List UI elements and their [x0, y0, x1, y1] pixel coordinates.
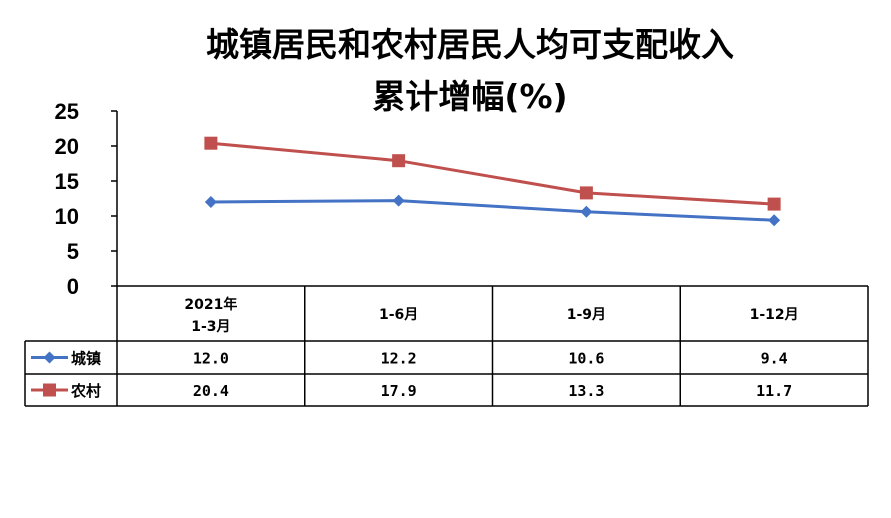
y-tick-label: 25: [55, 99, 79, 124]
category-label: 1-6月: [379, 307, 418, 323]
category-label: 1-9月: [567, 307, 606, 323]
data-table-cell: 10.6: [568, 350, 604, 368]
chart-title-line2: 累计增幅(%): [372, 77, 567, 116]
data-point: [392, 154, 406, 168]
chart-title-line1: 城镇居民和农村居民人均可支配收入: [206, 25, 734, 64]
data-table-cell: 9.4: [761, 350, 788, 368]
y-tick-label: 5: [67, 239, 79, 264]
legend-label: 农村: [70, 382, 101, 400]
data-point: [768, 214, 781, 227]
y-axis: 0 5 10 15 20 25: [55, 99, 118, 299]
legend-label: 城镇: [71, 350, 101, 368]
y-tick-label: 10: [55, 204, 79, 229]
series-line: [210, 141, 775, 206]
series-line: [210, 199, 775, 222]
data-point: [767, 197, 781, 211]
data-table-cell: 13.3: [568, 382, 604, 400]
data-table-cell: 17.9: [381, 382, 417, 400]
legend-marker: [43, 383, 56, 397]
category-label: 2021年: [184, 296, 237, 313]
data-point: [204, 196, 217, 208]
category-label: 1-12月: [750, 307, 799, 323]
y-tick-label: 15: [55, 169, 79, 194]
data-table-cell: 12.2: [381, 350, 417, 368]
data-table-cell: 20.4: [193, 382, 229, 400]
data-point: [580, 205, 593, 218]
data-point: [204, 136, 218, 150]
legend-marker: [43, 351, 56, 364]
y-tick-label: 0: [67, 274, 79, 299]
data-point: [392, 194, 405, 207]
data-table-cell: 12.0: [193, 350, 229, 368]
category-label-line2: 1-3月: [191, 319, 230, 335]
data-point: [579, 186, 593, 200]
plot-series: [204, 136, 781, 227]
y-tick-label: 20: [55, 134, 79, 159]
data-table-cell: 11.7: [756, 382, 792, 400]
